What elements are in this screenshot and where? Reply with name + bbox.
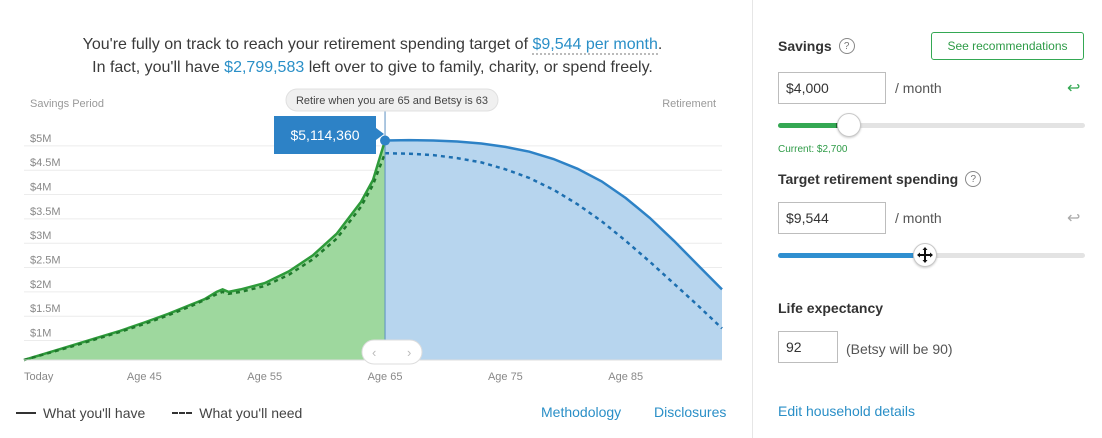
target-amount[interactable]: $9,544 per month <box>532 36 658 55</box>
methodology-link[interactable]: Methodology <box>541 404 622 420</box>
solid-line-swatch <box>16 412 36 414</box>
peak-value-box <box>274 116 376 154</box>
headline-punct: . <box>657 36 663 53</box>
y-tick-label: $2.5M <box>30 255 61 267</box>
y-tick-label: $2M <box>30 279 51 291</box>
life-expectancy-input[interactable]: 92 <box>778 331 838 363</box>
x-tick-label: Age 75 <box>488 371 523 383</box>
legend-need-label: What you'll need <box>199 405 303 421</box>
savings-input[interactable]: $4,000 <box>778 72 886 104</box>
y-tick-label: $5M <box>30 133 51 145</box>
headline-text: left over to give to family, charity, or… <box>304 59 653 76</box>
spouse-age-note: (Betsy will be 90) <box>846 341 953 357</box>
savings-period-label: Savings Period <box>30 98 104 110</box>
timeline-handle <box>361 339 423 365</box>
projection-chart: $1M $1.5M $2M $2.5M $3M $3.5M $4M $4.5M $5M Savin… <box>0 86 752 386</box>
headline-text: In fact, you'll have <box>92 59 225 76</box>
dashed-line-swatch <box>172 412 193 414</box>
y-tick-label: $3M <box>30 230 51 242</box>
chart-legend: What you'll have What you'll need <box>16 405 302 421</box>
target-slider-thumb[interactable] <box>913 243 938 267</box>
need-line-savings <box>23 152 387 362</box>
leftover-amount: $2,799,583 <box>224 59 305 76</box>
controls-panel: Savings ? See recommendations $4,000 / m… <box>753 0 1102 438</box>
peak-value-pointer <box>376 128 384 140</box>
target-unit: / month <box>895 210 942 226</box>
savings-slider-thumb[interactable] <box>836 113 861 137</box>
edit-household-link[interactable]: Edit household details <box>778 403 915 419</box>
move-cursor-icon <box>917 247 934 263</box>
disclosures-link[interactable]: Disclosures <box>654 404 727 420</box>
current-savings-label: Current: $2,700 <box>778 144 848 155</box>
panel-divider <box>752 0 753 438</box>
y-tick-label: $1M <box>30 328 51 340</box>
chevron-left-icon: ‹ <box>372 345 376 360</box>
life-section-title: Life expectancy <box>778 300 883 316</box>
plan-panel: You're fully on track to reach your reti… <box>0 33 752 421</box>
summary-headline: You're fully on track to reach your reti… <box>0 33 745 79</box>
retirement-period-label: Retirement <box>662 98 716 110</box>
savings-unit: / month <box>895 80 942 96</box>
chevron-right-icon: › <box>407 345 411 360</box>
help-icon[interactable]: ? <box>965 171 982 187</box>
x-tick-label: Today <box>24 371 54 383</box>
need-line-retirement <box>384 151 723 330</box>
chart-svg: $1M $1.5M $2M $2.5M $3M $3.5M $4M $4.5M $5M Savin… <box>23 88 723 383</box>
headline-text: You're fully on track to reach your reti… <box>82 36 533 53</box>
y-tick-label: $1.5M <box>30 303 61 315</box>
x-tick-label: Age 55 <box>247 371 282 383</box>
legend-have-label: What you'll have <box>43 405 146 421</box>
savings-area <box>24 140 386 360</box>
help-icon[interactable]: ? <box>838 38 855 54</box>
savings-title: Savings <box>778 38 832 54</box>
y-tick-label: $4.5M <box>30 157 61 169</box>
peak-point <box>380 135 391 146</box>
target-slider-fill <box>778 253 926 258</box>
savings-slider[interactable] <box>778 113 1085 137</box>
target-section-title: Target retirement spending ? <box>778 171 982 187</box>
undo-arrow-icon[interactable]: ↩ <box>1067 210 1081 227</box>
x-tick-label: Age 65 <box>368 371 403 383</box>
target-spending-input[interactable]: $9,544 <box>778 202 886 234</box>
retire-tooltip-text: Retire when you are 65 and Betsy is 63 <box>296 95 488 107</box>
peak-value-label: $5,114,360 <box>290 127 359 143</box>
x-tick-label: Age 45 <box>127 371 162 383</box>
target-title: Target retirement spending <box>778 171 959 187</box>
retirement-area <box>385 140 722 360</box>
target-slider[interactable] <box>778 243 1085 267</box>
have-line-retirement <box>384 138 723 291</box>
life-expectancy-title: Life expectancy <box>778 300 884 316</box>
y-tick-label: $3.5M <box>30 206 61 218</box>
x-tick-label: Age 85 <box>608 371 643 383</box>
savings-slider-fill <box>778 123 849 128</box>
y-tick-label: $4M <box>30 182 51 194</box>
retire-tooltip <box>285 88 499 112</box>
see-recommendations-button[interactable]: See recommendations <box>931 32 1084 60</box>
savings-section-title: Savings ? <box>778 38 855 54</box>
undo-arrow-icon[interactable]: ↩ <box>1067 80 1081 97</box>
